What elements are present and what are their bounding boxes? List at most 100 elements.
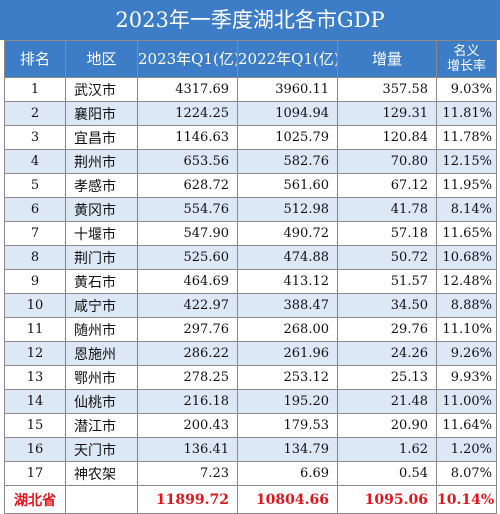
growth-cell: 8.88% [436, 293, 497, 318]
gdp-2023q1-cell: 422.97 [137, 293, 238, 318]
gdp-2022q1-cell: 1025.79 [237, 125, 338, 150]
growth-cell: 9.03% [436, 77, 497, 102]
increase-cell: 41.78 [337, 197, 437, 222]
table-row: 14 仙桃市 216.18 195.20 21.48 11.00% [4, 389, 497, 414]
gdp-2023q1-cell: 216.18 [137, 389, 238, 414]
gdp-2023q1-cell: 136.41 [137, 437, 238, 462]
rank-cell: 5 [4, 173, 66, 198]
region-cell: 黄冈市 [65, 197, 138, 222]
col-header-growth: 名义 增长率 [436, 40, 497, 78]
region-cell: 潜江市 [65, 413, 138, 438]
table-row: 4 荆州市 653.56 582.76 70.80 12.15% [4, 149, 497, 174]
gdp-2022q1-cell: 6.69 [237, 461, 338, 486]
gdp-2022q1-cell: 582.76 [237, 149, 338, 174]
increase-cell: 67.12 [337, 173, 437, 198]
table-body: 1 武汉市 4317.69 3960.11 357.58 9.03% 2 襄阳市 1224.25… [4, 77, 497, 486]
gdp-2022q1-cell: 490.72 [237, 221, 338, 246]
total-2022q1: 10804.66 [237, 485, 338, 514]
gdp-2023q1-cell: 628.72 [137, 173, 238, 198]
growth-cell: 9.93% [436, 365, 497, 390]
gdp-2022q1-cell: 261.96 [237, 341, 338, 366]
gdp-2022q1-cell: 195.20 [237, 389, 338, 414]
growth-cell: 11.00% [436, 389, 497, 414]
total-empty-cell [65, 485, 138, 514]
gdp-2023q1-cell: 7.23 [137, 461, 238, 486]
region-cell: 宜昌市 [65, 125, 138, 150]
increase-cell: 24.26 [337, 341, 437, 366]
increase-cell: 357.58 [337, 77, 437, 102]
increase-cell: 50.72 [337, 245, 437, 270]
growth-cell: 12.48% [436, 269, 497, 294]
gdp-2022q1-cell: 474.88 [237, 245, 338, 270]
col-header-increase: 增量 [337, 40, 437, 78]
col-header-2022q1: 2022年Q1(亿) [237, 40, 338, 78]
gdp-2023q1-cell: 547.90 [137, 221, 238, 246]
region-cell: 天门市 [65, 437, 138, 462]
growth-cell: 8.14% [436, 197, 497, 222]
table-row: 11 随州市 297.76 268.00 29.76 11.10% [4, 317, 497, 342]
gdp-2022q1-cell: 253.12 [237, 365, 338, 390]
total-2023q1: 11899.72 [137, 485, 238, 514]
table-row: 13 鄂州市 278.25 253.12 25.13 9.93% [4, 365, 497, 390]
table-row: 16 天门市 136.41 134.79 1.62 1.20% [4, 437, 497, 462]
rank-cell: 11 [4, 317, 66, 342]
rank-cell: 15 [4, 413, 66, 438]
total-row: 湖北省 11899.72 10804.66 1095.06 10.14% [4, 485, 497, 514]
table-row: 9 黄石市 464.69 413.12 51.57 12.48% [4, 269, 497, 294]
region-cell: 十堰市 [65, 221, 138, 246]
region-cell: 恩施州 [65, 341, 138, 366]
region-cell: 仙桃市 [65, 389, 138, 414]
region-cell: 荆州市 [65, 149, 138, 174]
growth-cell: 11.81% [436, 101, 497, 126]
rank-cell: 16 [4, 437, 66, 462]
growth-cell: 8.07% [436, 461, 497, 486]
increase-cell: 120.84 [337, 125, 437, 150]
gdp-2022q1-cell: 268.00 [237, 317, 338, 342]
gdp-2023q1-cell: 1146.63 [137, 125, 238, 150]
gdp-2023q1-cell: 525.60 [137, 245, 238, 270]
increase-cell: 34.50 [337, 293, 437, 318]
rank-cell: 10 [4, 293, 66, 318]
increase-cell: 21.48 [337, 389, 437, 414]
growth-cell: 9.26% [436, 341, 497, 366]
table-row: 15 潜江市 200.43 179.53 20.90 11.64% [4, 413, 497, 438]
gdp-2023q1-cell: 4317.69 [137, 77, 238, 102]
rank-cell: 17 [4, 461, 66, 486]
table-title: 2023年一季度湖北各市GDP [0, 0, 500, 40]
table-row: 12 恩施州 286.22 261.96 24.26 9.26% [4, 341, 497, 366]
growth-cell: 11.64% [436, 413, 497, 438]
increase-cell: 1.62 [337, 437, 437, 462]
growth-cell: 1.20% [436, 437, 497, 462]
col-header-rank: 排名 [4, 40, 66, 78]
region-cell: 荆门市 [65, 245, 138, 270]
table-row: 5 孝感市 628.72 561.60 67.12 11.95% [4, 173, 497, 198]
increase-cell: 0.54 [337, 461, 437, 486]
gdp-2022q1-cell: 561.60 [237, 173, 338, 198]
gdp-2023q1-cell: 286.22 [137, 341, 238, 366]
growth-cell: 11.95% [436, 173, 497, 198]
rank-cell: 9 [4, 269, 66, 294]
gdp-2023q1-cell: 278.25 [137, 365, 238, 390]
total-increase: 1095.06 [337, 485, 437, 514]
region-cell: 黄石市 [65, 269, 138, 294]
increase-cell: 20.90 [337, 413, 437, 438]
rank-cell: 13 [4, 365, 66, 390]
region-cell: 孝感市 [65, 173, 138, 198]
growth-cell: 11.65% [436, 221, 497, 246]
gdp-2022q1-cell: 3960.11 [237, 77, 338, 102]
rank-cell: 3 [4, 125, 66, 150]
gdp-2022q1-cell: 388.47 [237, 293, 338, 318]
gdp-2023q1-cell: 200.43 [137, 413, 238, 438]
gdp-2023q1-cell: 297.76 [137, 317, 238, 342]
table-row: 2 襄阳市 1224.25 1094.94 129.31 11.81% [4, 101, 497, 126]
gdp-2022q1-cell: 413.12 [237, 269, 338, 294]
table-row: 3 宜昌市 1146.63 1025.79 120.84 11.78% [4, 125, 497, 150]
rank-cell: 2 [4, 101, 66, 126]
rank-cell: 12 [4, 341, 66, 366]
region-cell: 武汉市 [65, 77, 138, 102]
gdp-2023q1-cell: 653.56 [137, 149, 238, 174]
table-row: 7 十堰市 547.90 490.72 57.18 11.65% [4, 221, 497, 246]
rank-cell: 6 [4, 197, 66, 222]
